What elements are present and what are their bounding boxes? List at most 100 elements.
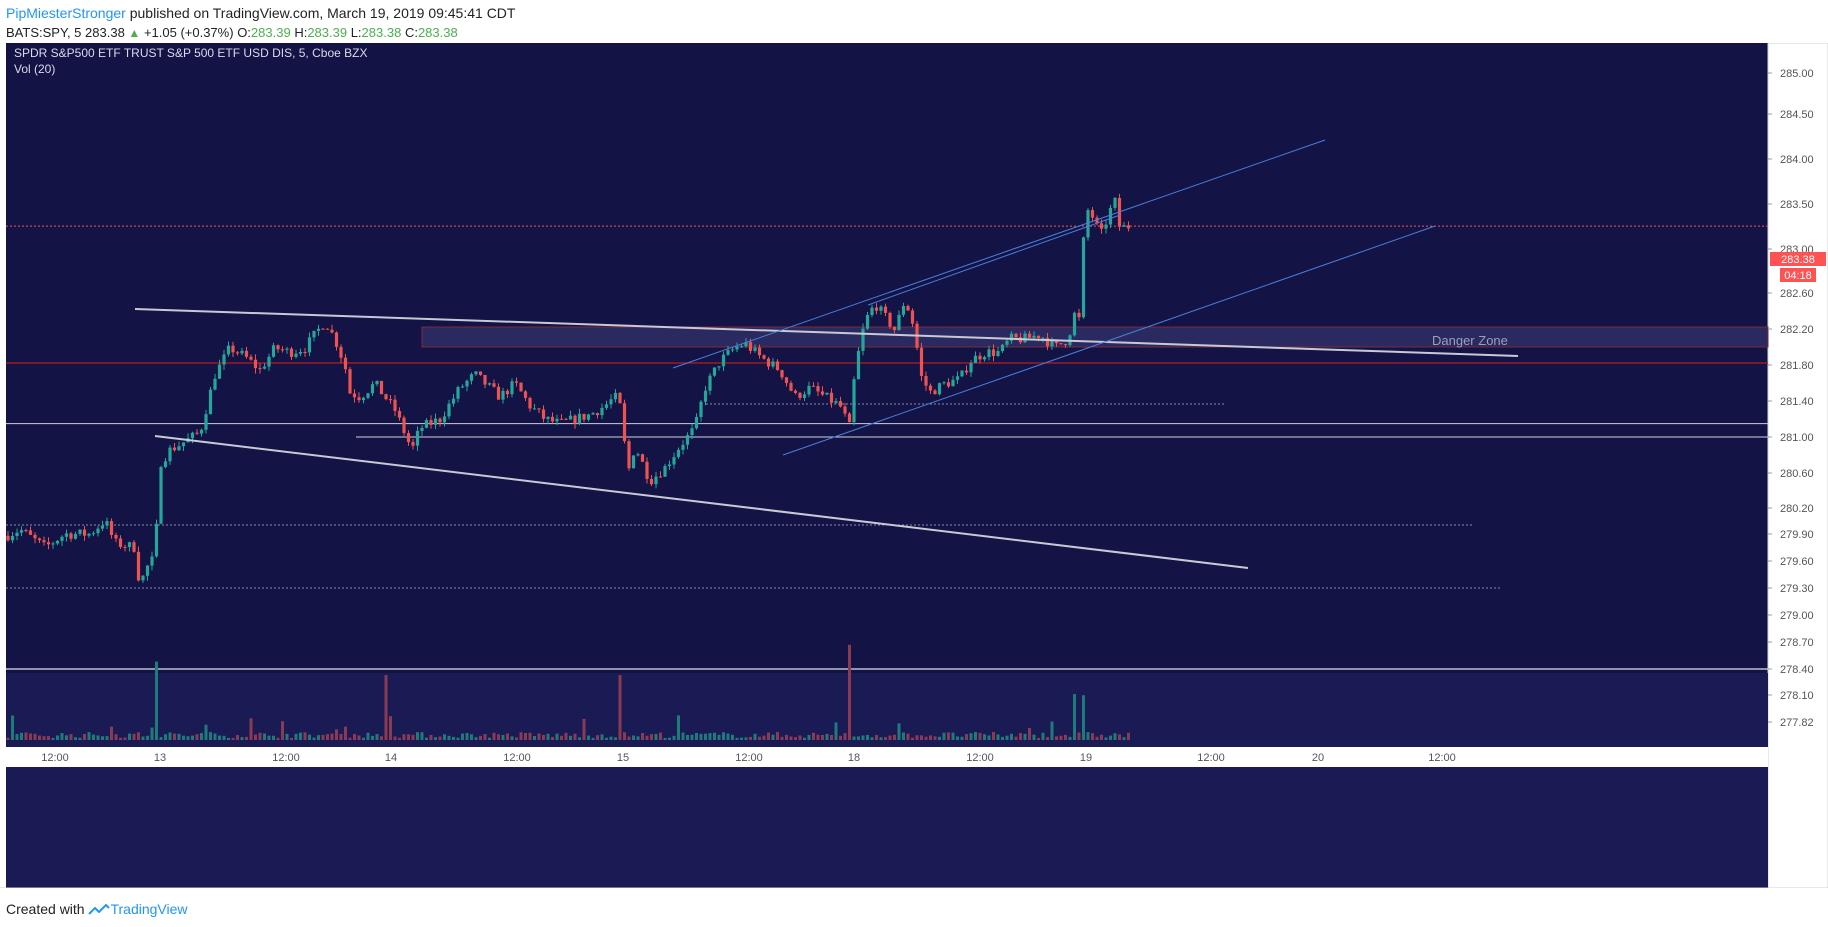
volume-bar xyxy=(884,737,887,740)
volume-bar xyxy=(60,733,64,740)
candle-body xyxy=(307,337,312,353)
time-tick-label: 12:00 xyxy=(503,752,531,764)
candle-body xyxy=(357,397,361,401)
candle-body xyxy=(285,348,289,350)
candle-body xyxy=(946,382,951,387)
candle-body xyxy=(199,429,204,434)
candle-body xyxy=(213,378,217,390)
volume-bar xyxy=(474,737,478,740)
volume-bar xyxy=(452,736,455,740)
price-tick-label: 285.00 xyxy=(1780,68,1814,80)
volume-bar xyxy=(861,735,865,740)
volume-bar xyxy=(150,727,154,740)
volume-bar xyxy=(816,734,820,740)
candle-body xyxy=(1027,333,1032,338)
volume-bar xyxy=(1055,736,1058,740)
volume-bar xyxy=(1037,737,1040,740)
volume-bar xyxy=(447,735,451,740)
volume-bar xyxy=(339,733,343,740)
price-tick-label: 283.50 xyxy=(1780,199,1814,211)
volume-bar xyxy=(1014,736,1018,740)
candle-body xyxy=(685,435,690,445)
candle-body xyxy=(564,418,568,420)
candle-body xyxy=(73,533,78,539)
candle-body xyxy=(654,476,658,485)
volume-bar xyxy=(429,734,433,740)
tradingview-brand[interactable]: TradingView xyxy=(110,901,188,917)
volume-bar xyxy=(182,735,185,740)
volume-bar xyxy=(1064,734,1067,740)
volume-bar xyxy=(578,737,581,740)
candle-body xyxy=(874,307,879,311)
price-chart-svg[interactable]: SPDR S&P500 ETF TRUST S&P 500 ETF USD DI… xyxy=(0,42,1828,895)
author-link[interactable]: PipMiesterStronger xyxy=(6,5,126,21)
volume-bar xyxy=(312,737,316,740)
candle-body xyxy=(78,529,82,534)
candle-body xyxy=(262,366,267,369)
candle-body xyxy=(586,414,591,420)
price-axis[interactable] xyxy=(1767,42,1828,889)
volume-bar xyxy=(911,737,914,740)
volume-bar xyxy=(560,735,563,740)
volume-bar xyxy=(875,734,878,740)
volume-bar xyxy=(1028,727,1031,740)
volume-bar xyxy=(236,735,239,740)
volume-bar xyxy=(362,737,365,740)
candle-body xyxy=(658,476,663,478)
candle-body xyxy=(1077,312,1081,318)
volume-bar xyxy=(69,734,73,740)
volume-bar xyxy=(195,734,199,740)
volume-bar xyxy=(456,737,460,740)
candle-body xyxy=(613,392,618,400)
chart-header: PipMiesterStronger published on TradingV… xyxy=(6,3,515,43)
volume-bar xyxy=(1109,735,1112,740)
candle-body xyxy=(420,427,424,431)
trend-drawings[interactable] xyxy=(134,139,1519,569)
candle-body xyxy=(163,461,168,468)
candle-body xyxy=(96,528,100,534)
candle-body xyxy=(46,542,51,545)
volume-bar xyxy=(852,736,856,740)
volume-bar xyxy=(299,732,302,740)
volume-bar xyxy=(582,718,586,740)
candle-body xyxy=(541,409,546,419)
candle-body xyxy=(1108,207,1113,225)
candle-body xyxy=(789,383,793,391)
volume-bar xyxy=(1032,734,1036,740)
candle-body xyxy=(222,354,226,365)
volume-bar xyxy=(996,734,1000,740)
candle-body xyxy=(465,380,469,387)
chart-area[interactable]: SPDR S&P500 ETF TRUST S&P 500 ETF USD DI… xyxy=(0,42,1828,895)
candle-body xyxy=(834,401,838,403)
volume-bar xyxy=(677,715,680,740)
volume-bar xyxy=(546,733,550,740)
candle-body xyxy=(897,314,901,331)
candle-body xyxy=(987,349,991,357)
volume-bar xyxy=(249,718,253,740)
volume-bar xyxy=(110,726,113,740)
current-price-badge xyxy=(1770,252,1826,266)
candle-body xyxy=(969,363,973,373)
candle-body xyxy=(672,457,676,465)
volume-bar xyxy=(573,733,577,740)
candle-body xyxy=(204,414,208,430)
volume-bar xyxy=(1118,734,1121,740)
volume-bar xyxy=(1100,734,1103,740)
volume-bar xyxy=(465,732,469,740)
volume-bar xyxy=(146,735,149,740)
candle-body xyxy=(811,385,816,387)
volume-bar xyxy=(834,722,838,740)
candle-body xyxy=(550,416,555,422)
volume-bar xyxy=(78,737,82,740)
candle-body xyxy=(109,521,114,535)
candle-body xyxy=(978,355,982,360)
candle-body xyxy=(1014,333,1018,338)
volume-bar xyxy=(686,734,689,740)
candle-body xyxy=(33,534,37,539)
time-axis[interactable]: 12:00 13 12:00 14 12:00 15 12:00 18 12:00 19 12:00… xyxy=(0,747,1828,895)
volume-bar xyxy=(515,737,518,740)
candle-body xyxy=(42,540,46,543)
candle-body xyxy=(1081,237,1086,318)
volume-bar xyxy=(848,644,851,740)
volume-bar xyxy=(375,734,379,740)
